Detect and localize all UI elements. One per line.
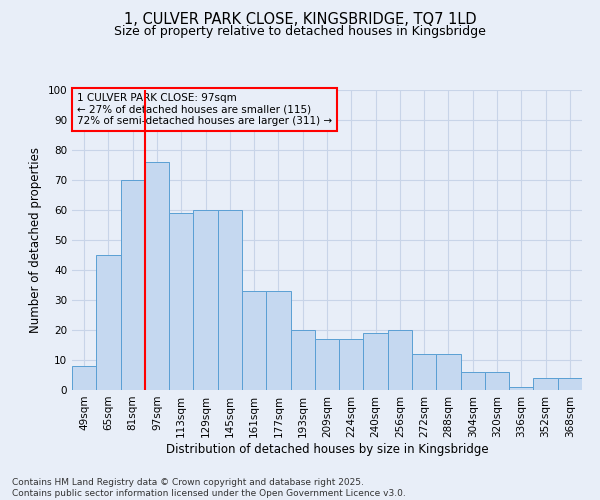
Bar — [96, 255, 121, 390]
Bar — [72, 366, 96, 390]
Bar — [169, 213, 193, 390]
Text: Size of property relative to detached houses in Kingsbridge: Size of property relative to detached ho… — [114, 25, 486, 38]
Bar — [436, 354, 461, 390]
Bar — [461, 372, 485, 390]
Text: 1, CULVER PARK CLOSE, KINGSBRIDGE, TQ7 1LD: 1, CULVER PARK CLOSE, KINGSBRIDGE, TQ7 1… — [124, 12, 476, 28]
Bar — [193, 210, 218, 390]
Bar — [364, 333, 388, 390]
Bar — [533, 378, 558, 390]
Bar — [339, 339, 364, 390]
Bar — [509, 387, 533, 390]
Bar — [388, 330, 412, 390]
Bar — [121, 180, 145, 390]
X-axis label: Distribution of detached houses by size in Kingsbridge: Distribution of detached houses by size … — [166, 442, 488, 456]
Text: Contains HM Land Registry data © Crown copyright and database right 2025.
Contai: Contains HM Land Registry data © Crown c… — [12, 478, 406, 498]
Y-axis label: Number of detached properties: Number of detached properties — [29, 147, 42, 333]
Bar — [290, 330, 315, 390]
Bar — [412, 354, 436, 390]
Bar — [485, 372, 509, 390]
Bar — [242, 291, 266, 390]
Bar — [266, 291, 290, 390]
Text: 1 CULVER PARK CLOSE: 97sqm
← 27% of detached houses are smaller (115)
72% of sem: 1 CULVER PARK CLOSE: 97sqm ← 27% of deta… — [77, 93, 332, 126]
Bar — [558, 378, 582, 390]
Bar — [218, 210, 242, 390]
Bar — [145, 162, 169, 390]
Bar — [315, 339, 339, 390]
